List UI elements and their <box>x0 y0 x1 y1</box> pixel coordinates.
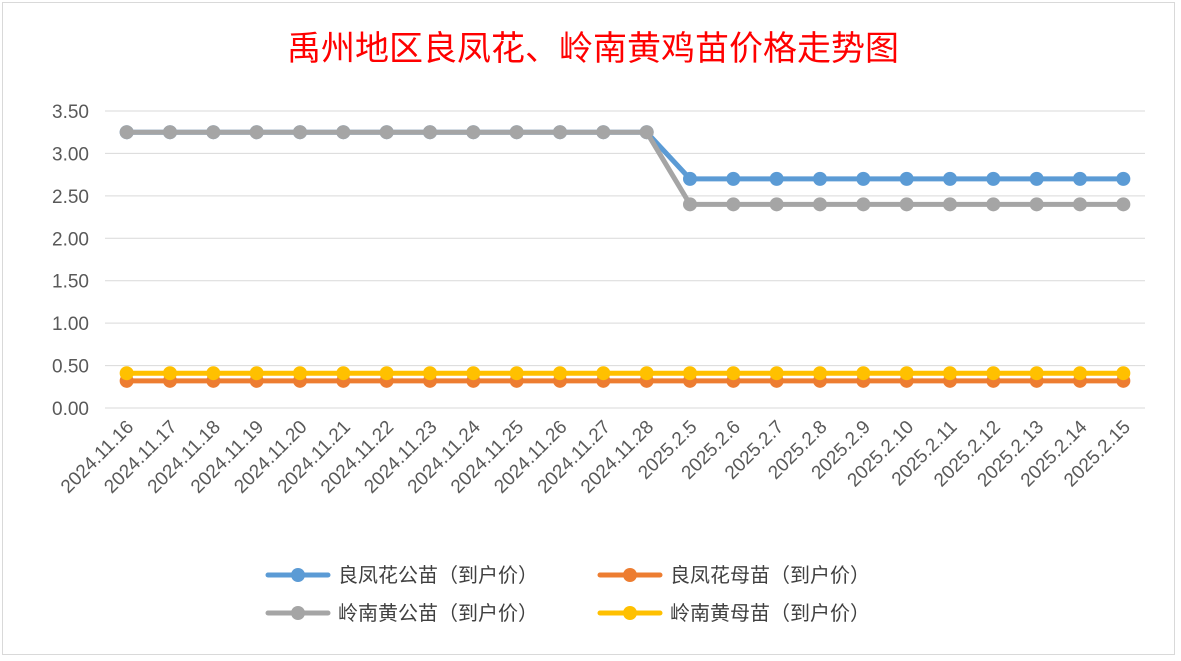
data-point <box>943 171 957 186</box>
data-point <box>163 125 177 140</box>
legend: 良凤花公苗（到户价） 良凤花母苗（到户价） 岭南黄公苗（到户价） 岭南黄母苗（到户价） <box>265 563 870 625</box>
y-tick-label: 1.50 <box>52 272 89 293</box>
data-point <box>683 171 697 186</box>
data-point <box>1073 197 1087 212</box>
data-point <box>423 366 437 381</box>
data-point <box>986 197 1001 212</box>
data-point <box>1073 366 1087 381</box>
data-point <box>813 197 827 212</box>
data-point <box>769 171 784 186</box>
data-point <box>683 197 697 212</box>
legend-label: 岭南黄母苗（到户价） <box>670 601 870 625</box>
y-tick-label: 0.00 <box>52 399 89 420</box>
legend-item: 岭南黄母苗（到户价） <box>597 601 870 625</box>
data-point <box>1116 366 1131 381</box>
data-point <box>596 366 611 381</box>
data-point <box>986 171 1001 186</box>
series-line <box>124 129 1126 182</box>
series-1 <box>119 373 1131 388</box>
data-point <box>1116 197 1131 212</box>
y-tick-label: 1.00 <box>52 314 89 335</box>
data-point <box>466 125 481 140</box>
y-tick-label: 0.50 <box>52 357 89 378</box>
data-point <box>1073 171 1087 186</box>
chart-title: 禹州地区良凤花、岭南黄鸡苗价格走势图 <box>287 29 899 69</box>
data-point <box>1116 171 1131 186</box>
series-3 <box>119 366 1131 381</box>
y-tick-label: 2.00 <box>52 229 89 250</box>
data-point <box>249 125 264 140</box>
data-point <box>293 366 307 381</box>
data-point <box>249 366 264 381</box>
data-point <box>813 171 827 186</box>
x-axis-tick-labels: 2024.11.162024.11.172024.11.182024.11.19… <box>57 416 1135 497</box>
data-point <box>639 125 654 140</box>
data-point <box>293 125 307 140</box>
data-point <box>856 171 871 186</box>
legend-marker <box>623 568 637 582</box>
data-point <box>206 125 221 140</box>
legend-label: 良凤花母苗（到户价） <box>670 563 870 587</box>
data-point <box>683 366 697 381</box>
line-chart: 禹州地区良凤花、岭南黄鸡苗价格走势图 0.00 0.50 1.00 1.50 2.00 2… <box>52 29 1145 625</box>
data-point <box>509 125 524 140</box>
series-lines <box>119 125 1131 388</box>
data-point <box>943 197 957 212</box>
data-point <box>1029 197 1044 212</box>
data-point <box>769 197 784 212</box>
y-tick-label: 3.50 <box>52 102 89 123</box>
data-point <box>986 366 1001 381</box>
series-line <box>124 129 1126 207</box>
data-point <box>509 366 524 381</box>
data-point <box>1029 366 1044 381</box>
data-point <box>466 366 481 381</box>
data-point <box>943 366 957 381</box>
data-point <box>899 366 914 381</box>
data-point <box>856 366 871 381</box>
data-point <box>553 366 567 381</box>
legend-marker <box>291 568 305 582</box>
y-tick-label: 2.50 <box>52 187 89 208</box>
data-point <box>726 171 741 186</box>
data-point <box>899 197 914 212</box>
series-2 <box>119 125 1131 212</box>
data-point <box>639 366 654 381</box>
data-point <box>553 125 567 140</box>
data-point <box>1029 171 1044 186</box>
data-point <box>899 171 914 186</box>
data-point <box>119 125 134 140</box>
legend-marker <box>623 606 637 620</box>
data-point <box>769 366 784 381</box>
legend-item: 良凤花母苗（到户价） <box>597 563 870 587</box>
data-point <box>813 366 827 381</box>
legend-label: 良凤花公苗（到户价） <box>338 563 538 587</box>
legend-item: 良凤花公苗（到户价） <box>265 563 538 587</box>
legend-item: 岭南黄公苗（到户价） <box>265 601 538 625</box>
data-point <box>596 125 611 140</box>
data-point <box>336 366 351 381</box>
data-point <box>726 366 741 381</box>
data-point <box>379 366 394 381</box>
data-point <box>379 125 394 140</box>
data-point <box>163 366 177 381</box>
legend-label: 岭南黄公苗（到户价） <box>338 601 538 625</box>
gridlines <box>105 110 1145 409</box>
data-point <box>119 366 134 381</box>
y-tick-label: 3.00 <box>52 144 89 165</box>
data-point <box>423 125 437 140</box>
data-point <box>336 125 351 140</box>
data-point <box>206 366 221 381</box>
y-axis-tick-labels: 0.00 0.50 1.00 1.50 2.00 2.50 3.00 3.50 <box>52 102 89 420</box>
legend-marker <box>291 606 305 620</box>
data-point <box>726 197 741 212</box>
data-point <box>856 197 871 212</box>
